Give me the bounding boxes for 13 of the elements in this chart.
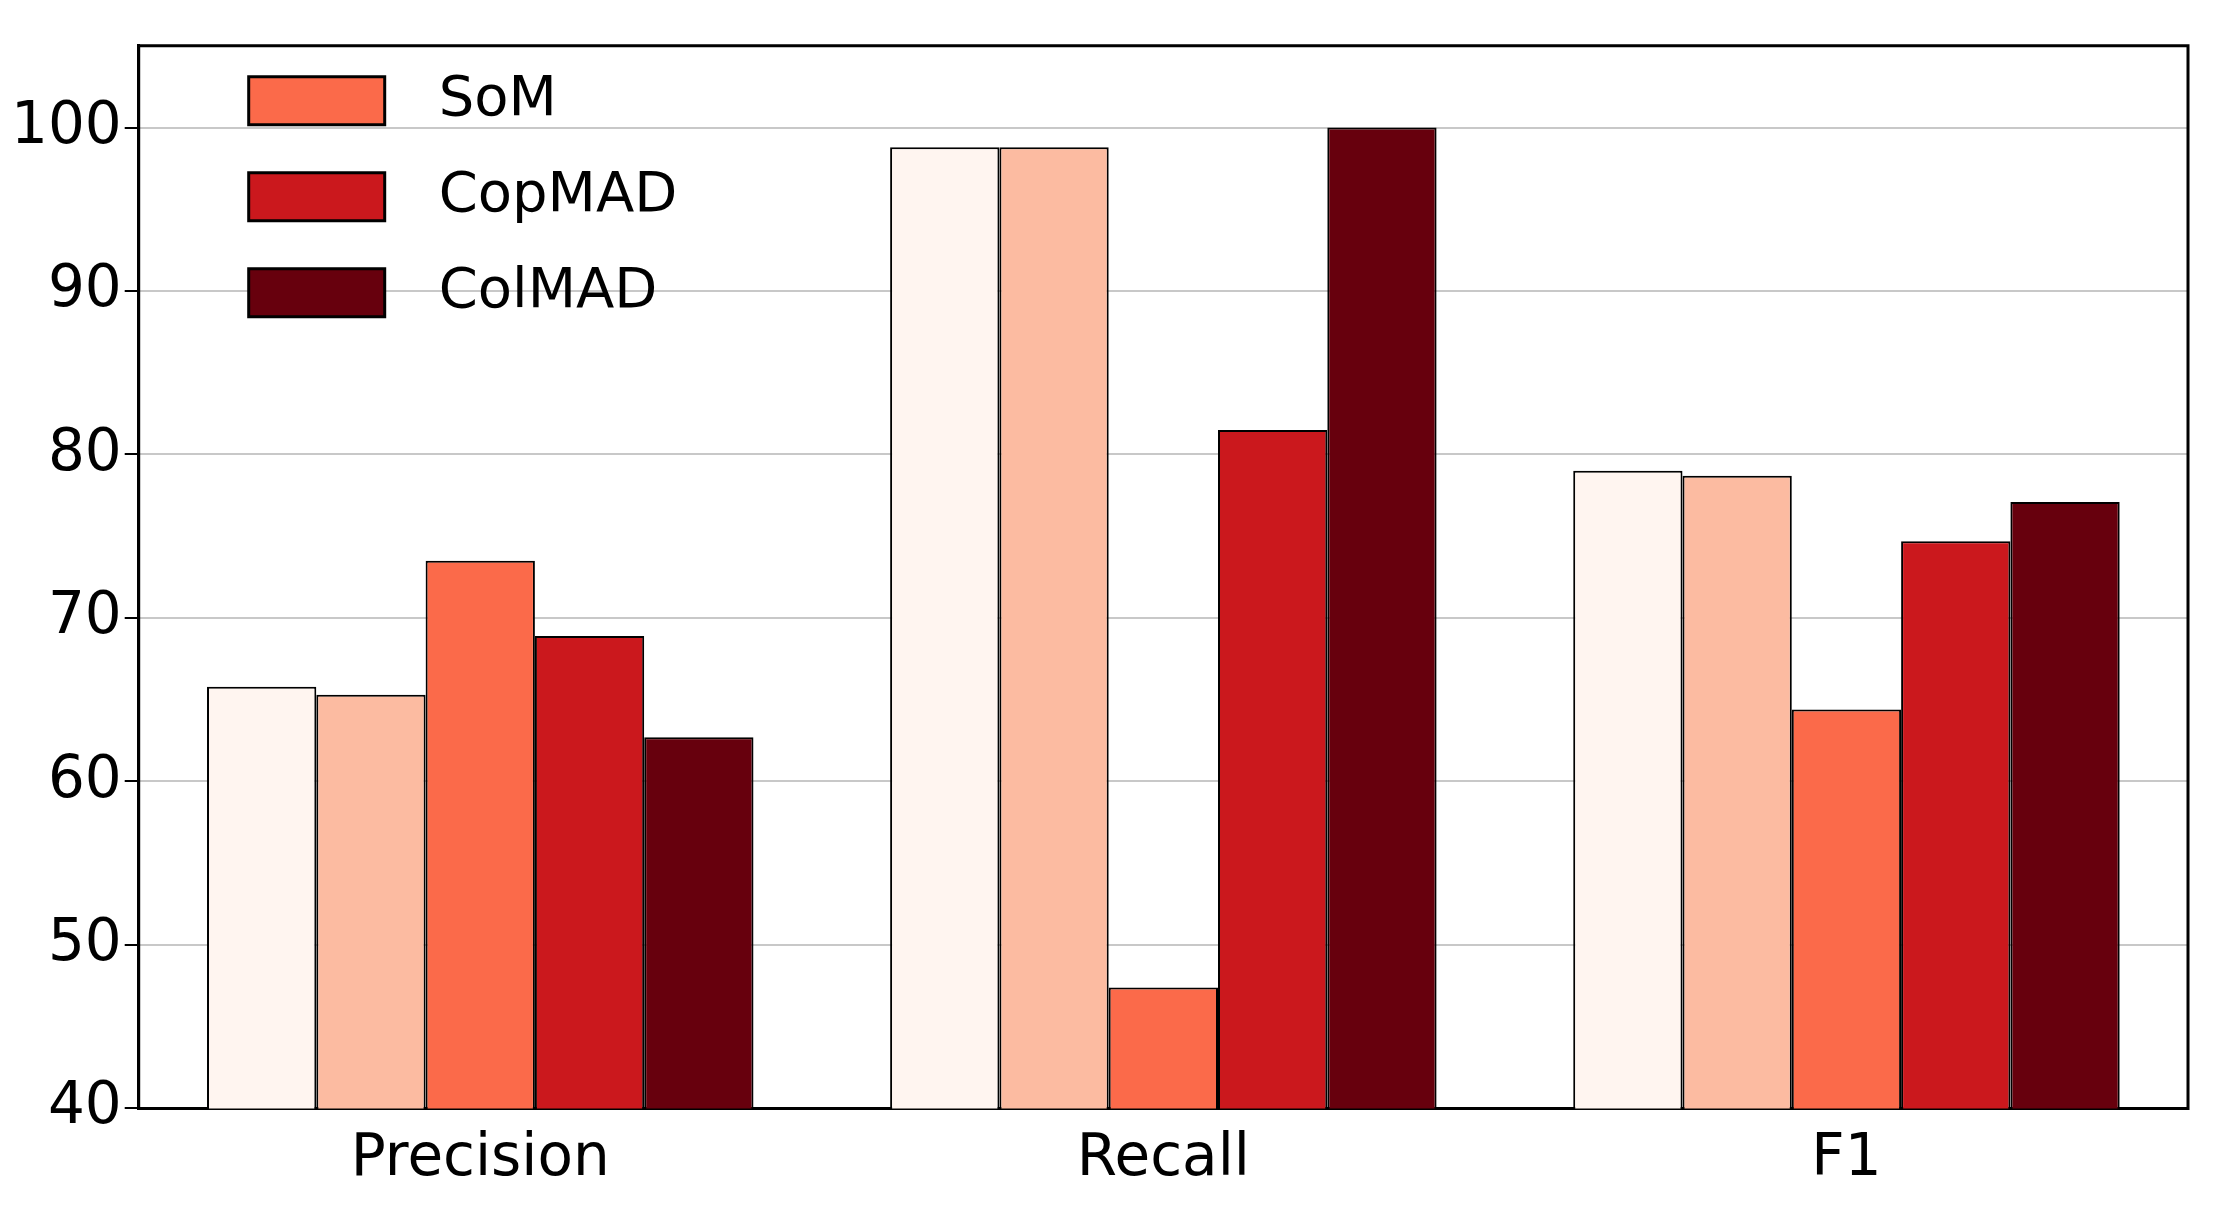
legend-label: ColMAD: [438, 255, 658, 321]
y-tick-label: 40: [47, 1069, 122, 1138]
x-tick-label: Precision: [350, 1121, 610, 1190]
y-tick-label: 90: [47, 252, 122, 321]
y-tick-label: 80: [47, 415, 122, 484]
legend-label: SoM: [438, 63, 557, 129]
y-tick-label: 100: [10, 88, 122, 157]
legend-label: CopMAD: [438, 159, 678, 225]
x-tick-label: F1: [1811, 1121, 1882, 1190]
y-tick-label: 70: [47, 579, 122, 648]
x-tick-label: Recall: [1076, 1121, 1250, 1190]
y-tick-label: 50: [47, 905, 122, 974]
y-tick-label: 60: [47, 742, 122, 811]
